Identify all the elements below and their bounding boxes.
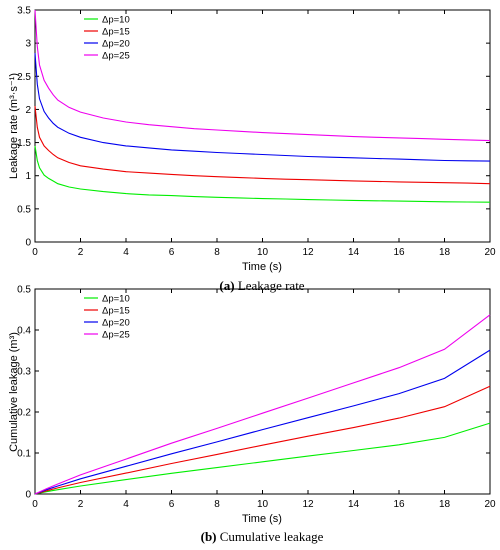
y-tick-label: 0.5 — [17, 285, 31, 296]
series-line — [34, 145, 491, 203]
y-axis-label: Leakage rate (m³·s⁻¹) — [8, 73, 20, 179]
series-line — [34, 53, 491, 162]
caption-label: (b) — [201, 529, 217, 544]
x-tick-label: 20 — [484, 499, 496, 510]
y-tick-label: 2 — [25, 105, 31, 116]
x-axis-label: Time (s) — [242, 261, 282, 273]
caption: (b) Cumulative leakage — [201, 529, 324, 544]
x-tick-label: 16 — [393, 247, 405, 258]
y-tick-label: 0.3 — [17, 367, 31, 378]
series-line — [34, 385, 491, 495]
x-tick-label: 14 — [348, 247, 360, 258]
x-tick-label: 12 — [302, 499, 314, 510]
x-tick-label: 4 — [123, 247, 129, 258]
y-tick-label: 1 — [25, 171, 31, 182]
axis-ticks: 0 2 4 6 8 10 12 14 16 18 20 0 0.5 1 1.5 2 2.5 3 3.5 — [17, 6, 496, 259]
series-line — [34, 314, 491, 495]
y-tick-label: 2.5 — [17, 72, 31, 83]
caption-text: Leakage rate — [238, 278, 305, 293]
series-line — [34, 106, 491, 185]
series-line — [34, 349, 491, 495]
legend-label: Δp=25 — [102, 330, 130, 341]
x-tick-label: 2 — [78, 499, 84, 510]
x-tick-label: 8 — [214, 499, 220, 510]
y-tick-label: 0.1 — [17, 449, 31, 460]
x-tick-label: 6 — [169, 499, 175, 510]
x-tick-label: 10 — [257, 499, 269, 510]
y-tick-label: 0.4 — [17, 326, 31, 337]
caption-label: (a) — [219, 278, 234, 293]
y-axis-label: Cumulative leakage (m³) — [8, 332, 20, 452]
y-tick-label: 0 — [25, 490, 31, 501]
x-tick-label: 10 — [257, 247, 269, 258]
y-tick-label: 1.5 — [17, 138, 31, 149]
x-tick-label: 2 — [78, 247, 84, 258]
x-tick-label: 20 — [484, 247, 496, 258]
y-tick-label: 0.2 — [17, 408, 31, 419]
y-tick-label: 0.5 — [17, 204, 31, 215]
x-tick-label: 18 — [439, 247, 451, 258]
x-tick-label: 18 — [439, 499, 451, 510]
legend-label: Δp=15 — [102, 306, 130, 317]
series-line — [34, 422, 491, 495]
series-lines — [34, 9, 491, 203]
x-axis-label: Time (s) — [242, 513, 282, 525]
x-tick-label: 0 — [32, 247, 38, 258]
x-tick-label: 0 — [32, 499, 38, 510]
x-tick-label: 14 — [348, 499, 360, 510]
x-tick-label: 6 — [169, 247, 175, 258]
x-tick-label: 16 — [393, 499, 405, 510]
caption-text: Cumulative leakage — [220, 529, 324, 544]
axis-ticks: 0 2 4 6 8 10 12 14 16 18 20 0 0.1 0.2 0.3 0.4 0.5 — [17, 285, 496, 511]
legend-label: Δp=20 — [102, 318, 130, 329]
legend-label: Δp=25 — [102, 51, 130, 62]
x-tick-label: 8 — [214, 247, 220, 258]
legend-label: Δp=15 — [102, 27, 130, 38]
y-tick-label: 3.5 — [17, 6, 31, 17]
x-tick-label: 12 — [302, 247, 314, 258]
y-tick-label: 0 — [25, 238, 31, 249]
y-tick-label: 3 — [25, 39, 31, 50]
series-lines — [34, 314, 491, 495]
x-tick-label: 4 — [123, 499, 129, 510]
legend-label: Δp=20 — [102, 39, 130, 50]
series-line — [34, 9, 491, 142]
legend-label: Δp=10 — [102, 15, 130, 26]
legend-label: Δp=10 — [102, 294, 130, 305]
